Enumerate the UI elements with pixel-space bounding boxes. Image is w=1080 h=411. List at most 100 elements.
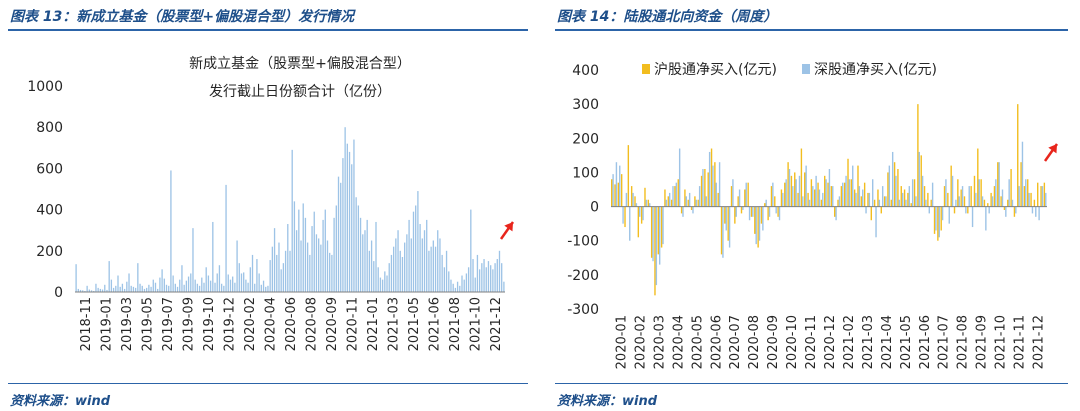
bar-primary [448,271,450,292]
bar-primary [205,267,207,292]
bar-secondary [991,196,994,207]
bar-primary [254,283,256,292]
x-tick-label: 2020-02 [243,297,258,351]
bar-primary [337,176,340,292]
bar-secondary [625,192,628,207]
bar-secondary [788,169,791,207]
bar-primary [318,238,320,292]
bar-secondary [758,206,761,241]
bar-primary [667,196,669,207]
bar-primary [897,169,899,207]
bar-primary [1040,186,1042,207]
bar-primary [311,226,313,292]
x-tick-label: 2021-03 [861,315,876,369]
bar-secondary [995,179,997,207]
bar-secondary [941,206,944,221]
bar-secondary [725,206,727,231]
bar-primary [644,187,646,207]
bar-primary [300,240,302,292]
bar-secondary [1001,189,1004,207]
x-tick-label: 2020-06 [284,297,299,351]
bar-primary [324,209,326,292]
chart-title: 新成立基金（股票型+偏股混合型） [189,55,411,72]
bar-primary [373,261,375,292]
x-tick-label: 2020-09 [766,315,781,369]
bar-primary [903,189,906,207]
bar-primary [717,192,719,207]
bar-primary [957,179,959,207]
bar-primary [168,285,170,292]
bar-primary [322,219,324,292]
bar-primary [1043,182,1046,207]
bar-primary [677,179,679,207]
bar-primary [467,267,470,292]
bar-secondary [915,196,917,207]
bar-primary [267,285,269,292]
bar-primary [198,285,201,292]
bar-primary [690,206,693,210]
bar-secondary [655,206,658,286]
bar-primary [240,273,243,292]
bar-primary [408,219,410,292]
bar-secondary [712,165,714,207]
bar-primary [620,174,623,207]
bar-primary [101,289,104,292]
bar-primary [399,250,401,292]
x-tick-label: 2021-12 [489,297,504,351]
bar-primary [368,250,371,292]
y-tick-label: 800 [36,120,63,136]
bar-primary [172,275,174,292]
bar-primary [843,182,846,207]
bar-primary [770,186,773,207]
bar-secondary [668,192,671,207]
bar-secondary [778,206,781,221]
bar-secondary [735,206,737,217]
bar-primary [674,186,676,207]
bar-primary [963,196,966,207]
bar-primary [163,278,165,292]
bar-primary [970,186,972,207]
bar-primary [680,206,683,214]
bar-secondary [828,169,831,207]
bar-primary [119,286,121,292]
bar-primary [137,263,139,292]
bar-primary [494,263,496,292]
bar-primary [647,199,650,207]
bar-primary [737,196,739,207]
bar-primary [953,206,956,214]
bar-primary [910,203,912,207]
bar-secondary [925,199,927,207]
bar-primary [88,289,90,292]
bar-primary [256,259,258,292]
bar-primary [216,273,218,292]
bar-secondary [615,162,618,207]
bar-primary [331,254,333,292]
bar-primary [428,250,430,292]
bar-secondary [955,199,957,207]
bar-secondary [818,189,821,207]
bar-primary [245,279,247,292]
x-tick-label: 2021-05 [899,315,914,369]
bar-primary [923,186,926,207]
bar-secondary [905,199,907,207]
bar-secondary [881,186,884,207]
bar-primary [870,206,872,221]
y-tick-label: 0 [54,285,63,301]
bar-primary [104,284,106,292]
bar-secondary [888,165,891,207]
bar-secondary [619,165,621,207]
bar-secondary [1028,192,1030,207]
bar-primary [634,196,636,207]
bar-primary [269,260,271,292]
bar-primary [401,256,404,292]
bar-secondary [911,179,914,207]
x-tick-label: 2021-01 [366,297,381,351]
bar-primary [830,186,833,207]
bar-secondary [672,186,674,207]
bar-secondary [968,186,970,207]
bar-secondary [1005,206,1007,217]
bar-primary [437,230,439,292]
bar-secondary [775,206,777,214]
bar-primary [730,186,733,207]
bar-secondary [981,196,984,207]
